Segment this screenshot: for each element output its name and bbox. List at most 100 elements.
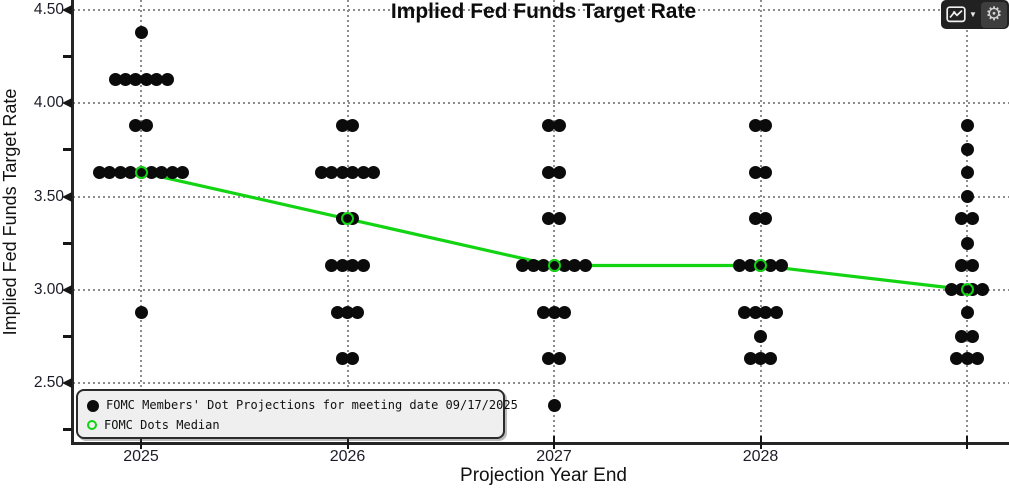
fomc-dot [754, 329, 767, 343]
x-axis-line [71, 442, 1009, 445]
fomc-dot [552, 212, 566, 226]
horizontal-gridline [73, 9, 1009, 11]
fomc-dot [557, 305, 571, 319]
fomc-dot [759, 165, 773, 179]
y-axis-major-tick [62, 5, 72, 15]
fomc-dot [325, 259, 339, 272]
fomc-dot [960, 236, 974, 250]
fomc-dot [960, 305, 974, 319]
y-axis-minor-tick [63, 428, 72, 432]
fomc-dot [367, 165, 380, 179]
fomc-dot [351, 305, 365, 319]
fomc-dot [955, 259, 969, 272]
y-axis-title: Implied Fed Funds Target Rate [0, 88, 20, 336]
median-marker [134, 165, 148, 179]
fomc-dot [144, 165, 158, 179]
x-axis-tick [966, 436, 968, 449]
fomc-dot [965, 259, 979, 272]
settings-button[interactable]: ⚙ [981, 1, 1007, 28]
fomc-dot [335, 352, 349, 366]
fomc-dot [139, 72, 153, 86]
y-axis-line [71, 0, 74, 444]
legend-item: FOMC Dots Median [87, 416, 495, 436]
x-tick-label: 2026 [329, 448, 366, 465]
fomc-dot [965, 212, 979, 226]
fomc-dot [738, 305, 752, 319]
y-axis-minor-tick [63, 334, 72, 338]
fomc-dot [335, 259, 349, 272]
fomc-dot [547, 305, 561, 319]
median-marker [754, 259, 767, 272]
fomc-dot [335, 119, 349, 133]
x-axis-tick [759, 436, 762, 449]
fomc-dot [754, 352, 767, 366]
fomc-dot [537, 305, 551, 319]
y-axis-minor-tick [63, 148, 72, 152]
fomc-dot [134, 25, 148, 39]
vertical-gridline [140, 0, 142, 443]
y-axis-major-tick [62, 378, 72, 388]
fomc-dot [134, 305, 148, 319]
fomc-dot [557, 259, 571, 272]
fomc-dot [103, 165, 117, 179]
fomc-dot [748, 165, 762, 179]
fomc-dot [542, 165, 556, 179]
y-axis-major-tick [62, 191, 72, 202]
fomc-dot [150, 72, 164, 86]
x-tick-label: 2028 [742, 448, 779, 465]
fomc-dot [743, 259, 757, 272]
y-axis-major-tick [62, 98, 72, 109]
fomc-dot [330, 305, 344, 319]
fomc-dot [748, 119, 762, 133]
fomc-dot [346, 165, 360, 179]
legend-item: FOMC Members' Dot Projections for meetin… [87, 396, 518, 416]
fomc-dot [346, 352, 360, 366]
fomc-dot [960, 143, 974, 157]
fomc-dot [113, 165, 127, 179]
fomc-dot [176, 165, 190, 179]
caret-down-icon[interactable]: ▼ [969, 9, 977, 19]
fomc-dot [160, 72, 174, 86]
fomc-dot [950, 352, 964, 366]
fomc-dot [552, 119, 566, 133]
fomc-dot [537, 259, 551, 272]
fomc-dot [759, 212, 773, 226]
black-dot-icon [87, 399, 99, 412]
fomc-dot [764, 259, 778, 272]
fomc-dot [92, 165, 106, 179]
line-chart-icon [946, 6, 966, 23]
chart-type-button[interactable]: ▼ [941, 0, 980, 29]
horizontal-gridline [73, 195, 1009, 198]
fomc-dot [547, 398, 561, 412]
horizontal-gridline [73, 382, 1009, 384]
x-tick-label: 2027 [536, 448, 572, 465]
fomc-dot [129, 72, 143, 86]
legend-label: FOMC Dots Median [104, 417, 220, 432]
fomc-dot [568, 259, 582, 272]
green-circle-icon [87, 420, 97, 431]
x-axis-tick [140, 436, 142, 449]
fomc-dot [325, 165, 339, 179]
fomc-dot [759, 305, 773, 319]
fomc-dot [960, 165, 974, 179]
fomc-dot [960, 119, 974, 133]
chart-title: Implied Fed Funds Target Rate [390, 0, 697, 23]
fomc-dot [124, 165, 138, 179]
fomc-dot [118, 72, 132, 86]
fomc-dot [970, 352, 984, 366]
fomc-dot [516, 259, 530, 272]
horizontal-gridline [73, 288, 1009, 291]
median-marker [341, 212, 354, 226]
fomc-dot [542, 212, 556, 226]
fomc-dot [139, 119, 153, 133]
fomc-dot [759, 119, 773, 133]
fomc-dot [552, 165, 566, 179]
median-marker [960, 283, 974, 297]
y-axis-minor-tick [63, 55, 72, 59]
fomc-dot [346, 119, 360, 133]
horizontal-gridline [73, 102, 1009, 105]
fomc-dot [341, 305, 354, 319]
fomc-dot [748, 212, 762, 226]
y-axis-minor-tick [63, 241, 72, 245]
fomc-dot [315, 165, 328, 179]
